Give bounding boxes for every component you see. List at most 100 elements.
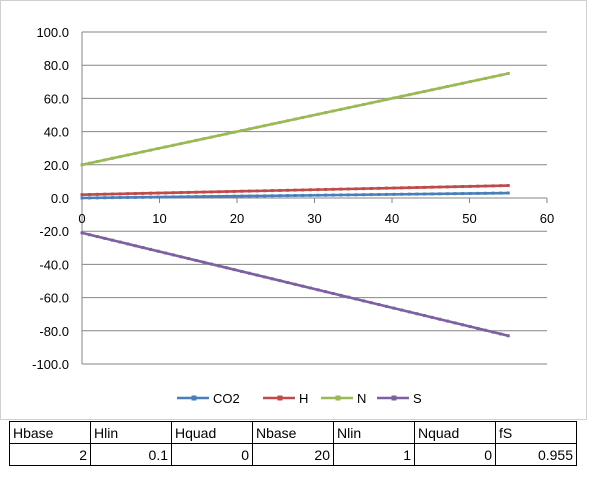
data-point [187,257,191,261]
data-point [499,191,503,195]
data-point [430,185,434,189]
data-point [346,187,350,191]
data-point [141,191,145,195]
data-point [232,194,236,198]
data-point [164,195,168,199]
data-point [346,193,350,197]
data-point [331,193,335,197]
data-point [438,317,442,321]
data-point [506,334,510,338]
data-point [164,145,168,149]
data-point [187,140,191,144]
data-point [293,117,297,121]
y-tick-label: -80.0 [39,324,69,339]
header-cell: Nquad [414,421,496,444]
data-point [133,192,137,196]
x-tick-label: 10 [152,211,166,226]
data-point [461,185,465,189]
legend-label: CO2 [213,391,240,406]
data-point [369,101,373,105]
data-point [301,188,305,192]
data-point [445,185,449,189]
data-point [80,231,84,235]
data-point [377,193,381,197]
data-point [263,124,267,128]
data-point [118,192,122,196]
data-point [164,251,168,255]
data-point [240,129,244,133]
data-point [126,153,130,157]
value-cell: 1 [333,443,415,466]
data-point [293,188,297,192]
data-point [491,191,495,195]
data-point [286,119,290,123]
data-point [202,190,206,194]
data-point [362,299,366,303]
data-point [247,194,251,198]
data-point [499,332,503,336]
data-point [202,260,206,264]
data-point [247,271,251,275]
data-point [240,269,244,273]
data-point [88,196,92,200]
y-tick-labels: 100.0 80.0 60.0 40.0 20.0 0.0 -20.0 -40.0 -60.0 -… [32,25,69,372]
data-point [430,315,434,319]
legend-marker [335,395,341,401]
data-point [110,156,114,160]
data-point [392,192,396,196]
data-point [88,233,92,237]
legend-entry-co2: CO2 [177,391,240,406]
data-point [476,191,480,195]
legend-entry-n: N [321,391,366,406]
data-point [468,184,472,188]
data-point [362,193,366,197]
data-point [491,330,495,334]
data-point [506,191,510,195]
data-point [483,191,487,195]
data-point [103,236,107,240]
data-point [263,275,267,279]
table-header-row: Hbase Hlin Hquad Nbase Nlin Nquad fS [9,421,577,444]
data-point [240,189,244,193]
data-point [392,306,396,310]
data-point [483,76,487,80]
data-point [232,189,236,193]
data-point [118,155,122,159]
data-point [110,192,114,196]
data-point [149,191,153,195]
legend-marker [277,395,283,401]
data-point [194,258,198,262]
data-point [362,102,366,106]
data-point [377,186,381,190]
data-point [103,196,107,200]
data-point [354,104,358,108]
series-co2 [80,191,510,200]
data-point [247,189,251,193]
data-point [339,293,343,297]
y-tick-label: 60.0 [44,91,69,106]
data-point [171,191,175,195]
data-point [400,186,404,190]
data-point [156,146,160,150]
data-point [445,319,449,323]
data-point [346,295,350,299]
legend-label: N [357,391,366,406]
data-point [95,160,99,164]
data-point [384,98,388,102]
data-point [400,94,404,98]
data-point [308,114,312,118]
data-point [88,193,92,197]
header-cell: Hlin [90,421,172,444]
data-point [270,189,274,193]
data-point [133,151,137,155]
data-point [499,184,503,188]
legend-entry-s: S [377,391,422,406]
data-point [476,326,480,330]
data-point [369,193,373,197]
value-cell: 0 [414,443,496,466]
x-tick-label: 0 [78,211,85,226]
data-point [461,81,465,85]
data-point [225,190,229,194]
data-point [80,193,84,197]
data-point [88,161,92,165]
